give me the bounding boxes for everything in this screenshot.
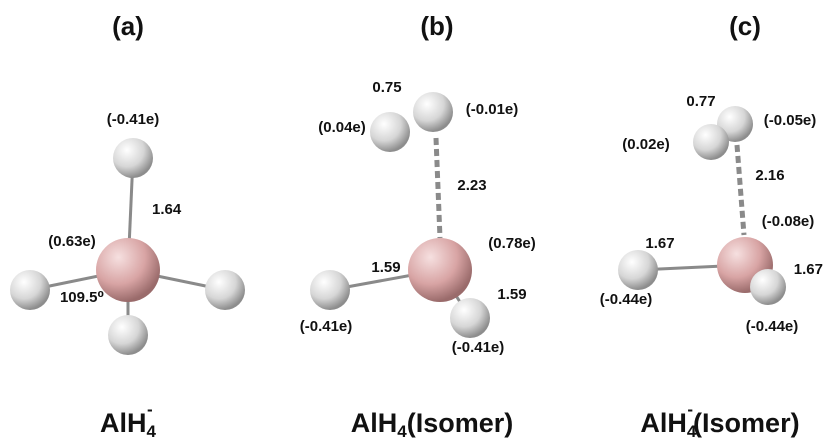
h-atom: [108, 315, 148, 355]
al-atom: [408, 238, 472, 302]
annotation: (-0.44e): [746, 318, 799, 335]
panel-label: (c): [729, 11, 761, 41]
annotation: 1.64: [152, 201, 182, 218]
annotation: (-0.01e): [466, 101, 519, 118]
annotation: 2.16: [755, 167, 784, 184]
caption: AlH4-(Isomer): [640, 400, 799, 441]
annotation: (0.63e): [48, 233, 96, 250]
caption: AlH4(Isomer): [351, 408, 514, 441]
annotation: 1.59: [371, 259, 400, 276]
superscript: -: [147, 400, 153, 419]
annotation: (0.02e): [622, 136, 670, 153]
annotation: (0.04e): [318, 119, 366, 136]
annotation: (-0.44e): [600, 291, 653, 308]
panel-label: (b): [420, 11, 453, 41]
h-atom: [693, 124, 729, 160]
al-atom: [96, 238, 160, 302]
h-atom: [750, 269, 786, 305]
annotation: (-0.41e): [300, 318, 353, 335]
formula: AlH: [351, 408, 398, 438]
h-atom: [10, 270, 50, 310]
h-atom: [618, 250, 658, 290]
annotation: 109.5⁰: [60, 289, 104, 306]
annotation: (-0.08e): [762, 213, 815, 230]
isomer-label: (Isomer): [693, 408, 800, 438]
h-atom: [450, 298, 490, 338]
dashed-bond: [436, 138, 440, 238]
formula: AlH: [100, 408, 147, 438]
isomer-label: (Isomer): [407, 408, 514, 438]
annotation: (-0.41e): [107, 111, 160, 128]
figure: (a)(-0.41e)1.64(0.63e)109.5⁰AlH4-(b)0.75…: [0, 0, 823, 445]
molecule-a: [10, 138, 245, 355]
annotation: 1.59: [497, 286, 526, 303]
h-atom: [310, 270, 350, 310]
formula: AlH: [640, 408, 687, 438]
annotation: (-0.41e): [452, 339, 505, 356]
h-atom: [413, 92, 453, 132]
panel-label: (a): [112, 11, 144, 41]
annotation: 2.23: [457, 177, 486, 194]
annotation: 1.67: [645, 235, 674, 252]
h-atom: [205, 270, 245, 310]
h-atom: [370, 112, 410, 152]
annotation: 0.77: [686, 93, 715, 110]
annotation: (-0.05e): [764, 112, 817, 129]
h-atom: [113, 138, 153, 178]
caption: AlH4 -: [100, 400, 157, 441]
annotation: 1.67: [794, 261, 823, 278]
subscript: 4: [147, 422, 157, 441]
dashed-bond: [737, 145, 744, 235]
annotation: 0.75: [372, 79, 401, 96]
annotation: (0.78e): [488, 235, 536, 252]
